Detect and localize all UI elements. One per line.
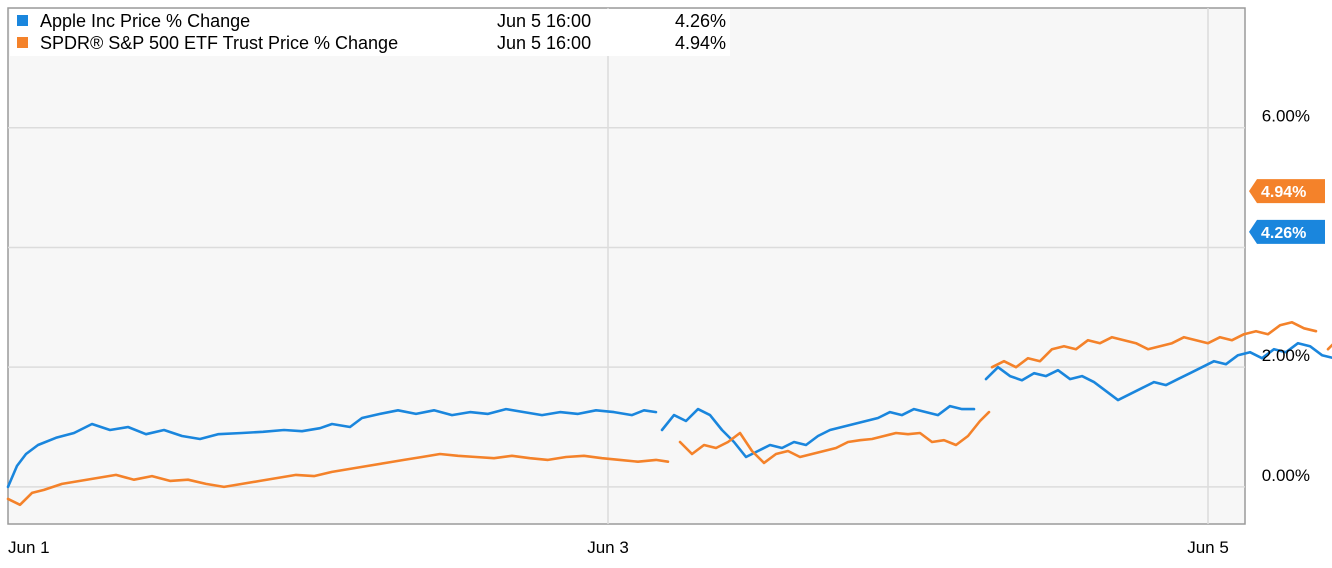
legend-time-apple: Jun 5 16:00 [497,11,591,31]
series-0-segment-0 [6,407,658,489]
x-tick-label-1: Jun 3 [587,538,629,557]
x-tick-label-0: Jun 1 [8,538,50,557]
legend-swatch-spy [17,37,28,48]
series-1-segment-1 [678,410,991,465]
last-value-label-1: 4.94% [1261,184,1306,201]
last-value-badge-0 [1249,219,1325,244]
series-1-segment-3 [1326,343,1332,351]
gridlines [8,126,1245,488]
y-tick-label-0: 0.00% [1262,466,1310,485]
last-value-badge-1 [1249,179,1325,204]
vertical-gridlines [607,8,1209,524]
legend-label-spy: SPDR® S&P 500 ETF Trust Price % Change [40,33,398,53]
legend-time-spy: Jun 5 16:00 [497,33,591,53]
series-lines [6,321,1332,507]
legend-label-apple: Apple Inc Price % Change [40,11,250,31]
y-axis-tick-labels: 0.00% 2.00% 6.00% [1262,107,1310,485]
last-value-badges: 4.26% 4.94% [1249,179,1325,244]
legend-value-apple: 4.26% [675,11,726,31]
last-value-label-0: 4.26% [1261,225,1306,242]
legend-swatch-apple [17,15,28,26]
legend-background [10,9,730,56]
series-0-segment-1 [660,404,976,459]
x-tick-label-2: Jun 5 [1187,538,1229,557]
x-axis-tick-labels: Jun 1 Jun 3 Jun 5 [8,538,1229,557]
series-0-segment-2 [984,341,1332,402]
series-1-segment-0 [6,452,670,507]
legend-value-spy: 4.94% [675,33,726,53]
y-tick-label-1: 2.00% [1262,346,1310,365]
plot-background [7,7,1246,525]
series-1-segment-2 [990,321,1318,369]
legend: Apple Inc Price % Change Jun 5 16:00 4.2… [10,9,730,56]
y-tick-label-2: 6.00% [1262,107,1310,126]
